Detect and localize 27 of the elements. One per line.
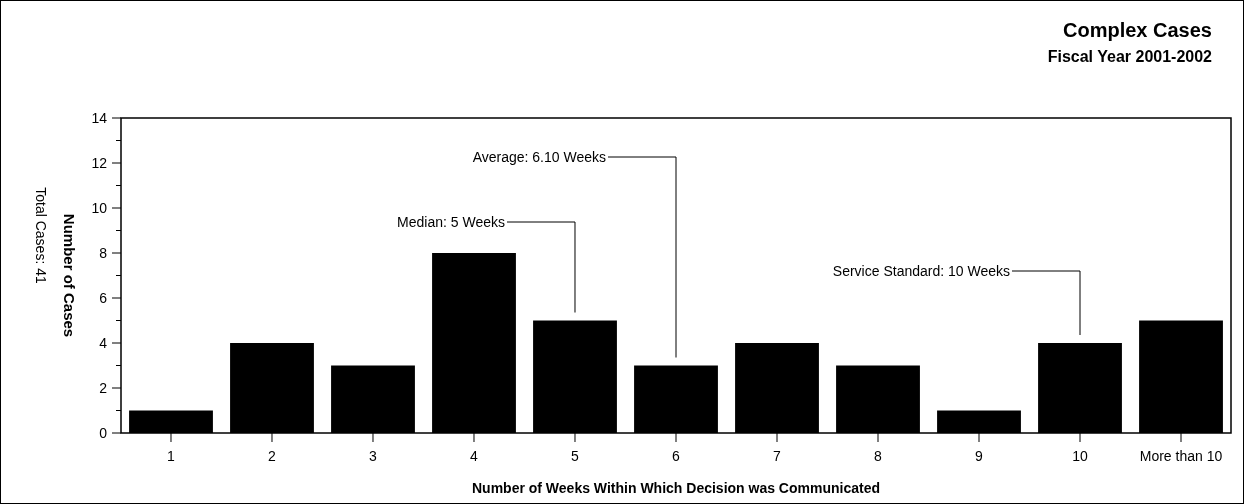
- x-tick-label: 7: [773, 448, 782, 464]
- x-tick-label: 1: [167, 448, 176, 464]
- y-tick-label: 4: [99, 334, 108, 351]
- annotation: Average: 6.10 Weeks: [472, 148, 606, 165]
- x-tick-label: 5: [571, 448, 580, 464]
- x-tick-label: 4: [470, 448, 479, 464]
- annotation: Service Standard: 10 Weeks: [832, 262, 1010, 279]
- y-tick-label: 0: [99, 424, 108, 441]
- y-axis-title: Number of Cases: [61, 213, 78, 338]
- x-tick-label: 2: [268, 448, 277, 464]
- x-tick-label: 9: [975, 448, 984, 464]
- x-tick-label: 3: [369, 448, 378, 464]
- y-tick-label: 10: [91, 199, 108, 216]
- annotation: Median: 5 Weeks: [397, 213, 505, 230]
- x-tick-label: 8: [874, 448, 883, 464]
- y-tick-label: 14: [91, 109, 108, 126]
- x-axis-title: Number of Weeks Within Which Decision was Communicated: [471, 480, 881, 496]
- y-tick-label: 8: [99, 244, 108, 261]
- y-tick-label: 6: [99, 289, 108, 306]
- y-tick-label: 2: [99, 379, 108, 396]
- chart-subtitle: Fiscal Year 2001-2002: [1047, 48, 1213, 65]
- x-tick-label: 6: [672, 448, 681, 464]
- x-tick-label: More than 10: [1139, 448, 1223, 464]
- y-tick-label: 12: [91, 154, 108, 171]
- chart-title: Complex Cases: [1063, 19, 1212, 41]
- text: Total Cases: 41: [33, 187, 49, 284]
- x-tick-label: 10: [1072, 448, 1088, 464]
